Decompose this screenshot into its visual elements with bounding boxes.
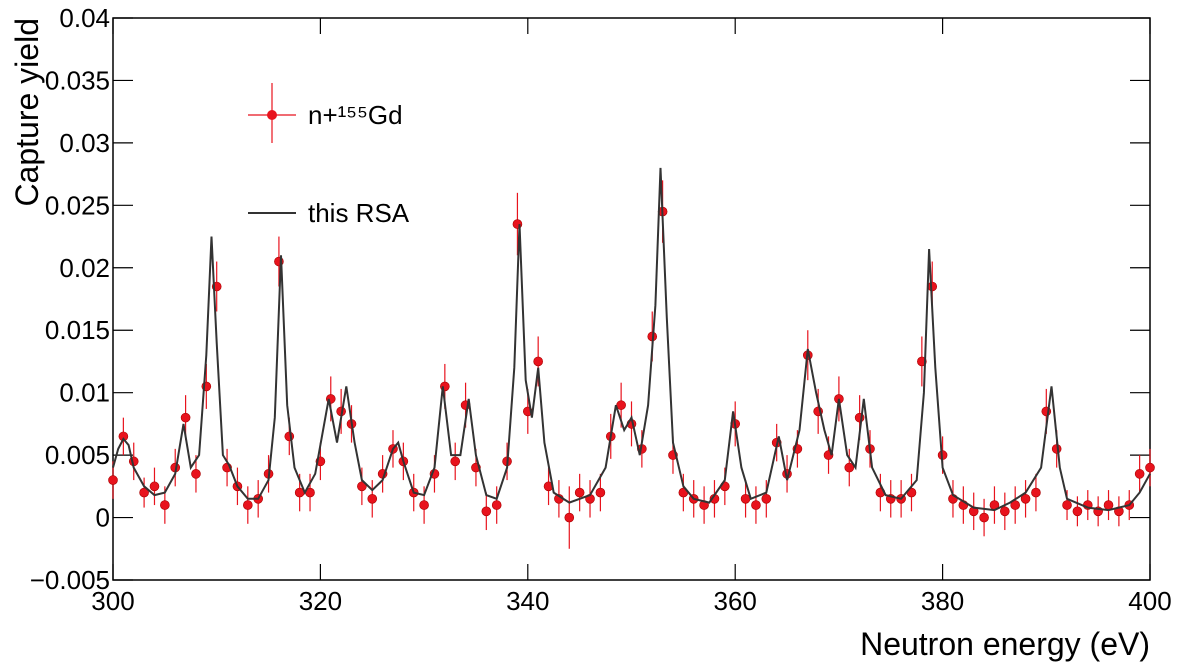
data-point [367, 494, 378, 504]
data-point [1031, 487, 1041, 498]
data-point [927, 281, 938, 292]
data-point [533, 356, 543, 367]
x-tick-label: 320 [299, 586, 342, 616]
data-point [1103, 500, 1114, 510]
y-tick-label: 0.02 [59, 253, 110, 283]
data-point [979, 512, 989, 523]
data-point [284, 431, 295, 442]
y-tick-label: 0 [96, 503, 110, 533]
x-tick-label: 380 [921, 586, 964, 616]
y-tick-label: 0.035 [45, 65, 110, 95]
data-point [139, 487, 149, 498]
data-point [491, 500, 502, 510]
data-point [450, 456, 461, 467]
legend-marker [267, 110, 277, 120]
data-point [1145, 462, 1155, 473]
data-point [1010, 500, 1020, 510]
x-axis-title: Neutron energy (eV) [860, 626, 1150, 662]
data-point [108, 475, 118, 485]
x-tick-label: 340 [506, 586, 549, 616]
x-tick-label: 360 [714, 586, 757, 616]
data-point [357, 481, 367, 492]
data-point [595, 487, 606, 498]
data-point [180, 412, 191, 423]
legend-label: this RSA [308, 198, 410, 228]
data-point [761, 494, 772, 504]
data-point [1020, 494, 1031, 504]
legend-label: n+¹⁵⁵Gd [308, 100, 403, 130]
data-point [481, 506, 492, 517]
data-point [1134, 469, 1145, 479]
y-tick-label: 0.03 [59, 128, 110, 158]
y-tick-label: 0.005 [45, 440, 110, 470]
y-axis-title: Capture yield [9, 18, 45, 207]
data-point [149, 481, 160, 492]
data-point [1062, 500, 1072, 510]
data-point [160, 500, 170, 510]
data-point [844, 462, 855, 473]
data-point [191, 469, 201, 479]
data-point [1072, 506, 1083, 517]
y-tick-label: −0.005 [30, 565, 110, 595]
data-point [243, 500, 253, 510]
y-tick-label: 0.025 [45, 190, 110, 220]
data-point [1000, 506, 1010, 517]
x-tick-label: 400 [1128, 586, 1171, 616]
y-tick-label: 0.015 [45, 315, 110, 345]
data-point [574, 487, 585, 498]
data-point [564, 512, 575, 523]
x-tick-label: 300 [91, 586, 134, 616]
data-point [740, 494, 751, 504]
y-tick-label: 0.01 [59, 378, 110, 408]
data-point [419, 500, 429, 510]
y-tick-label: 0.04 [59, 3, 110, 33]
data-point [751, 500, 761, 510]
fit-line [112, 167, 1151, 512]
plot-frame [112, 17, 1151, 581]
